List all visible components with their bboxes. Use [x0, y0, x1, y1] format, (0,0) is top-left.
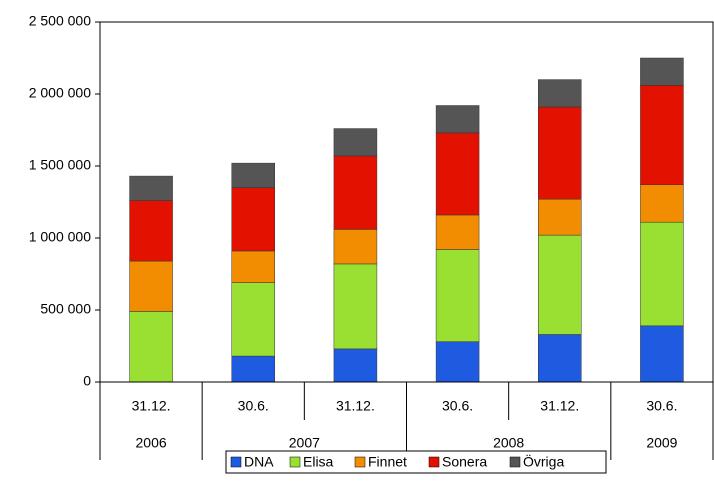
- bar-segment: [333, 263, 378, 350]
- bar-segment: [538, 234, 582, 335]
- bar-segment: [333, 155, 378, 230]
- legend-label: Övriga: [523, 453, 564, 470]
- bar-segment: [435, 214, 480, 250]
- legend-label: Finnet: [368, 454, 407, 470]
- legend-swatch: [509, 456, 521, 468]
- legend-label: DNA: [244, 454, 274, 470]
- group-label: 2008: [493, 435, 524, 451]
- x-tick-label: 31.12.: [132, 398, 171, 414]
- bar-segment: [640, 85, 684, 185]
- bar-segment: [435, 341, 480, 383]
- bar-segment: [640, 325, 684, 383]
- legend-swatch: [428, 456, 440, 468]
- bar-segment: [333, 128, 378, 157]
- bar-segment: [129, 260, 173, 312]
- x-tick-label: 30.6.: [238, 398, 269, 414]
- bar-segment: [435, 249, 480, 342]
- bar-segment: [333, 348, 378, 383]
- bar-segment: [129, 175, 173, 201]
- x-tick-label: 30.6.: [442, 398, 473, 414]
- y-tick-label: 1 000 000: [29, 229, 91, 245]
- bar-segment: [435, 132, 480, 216]
- bar-segment: [640, 184, 684, 223]
- bar-segment: [231, 355, 275, 383]
- y-tick-label: 2 500 000: [29, 13, 91, 29]
- legend-label: Elisa: [303, 454, 334, 470]
- bar-segment: [129, 200, 173, 262]
- bar-segment: [538, 198, 582, 236]
- bar-segment: [231, 162, 275, 188]
- legend-box: [225, 450, 607, 474]
- y-tick-label: 2 000 000: [29, 85, 91, 101]
- legend-swatch: [289, 456, 301, 468]
- y-tick-label: 0: [83, 373, 91, 389]
- bar-segment: [129, 311, 173, 383]
- bar-segment: [538, 79, 582, 108]
- legend-label: Sonera: [442, 454, 487, 470]
- legend-swatch: [354, 456, 366, 468]
- bar-segment: [435, 105, 480, 134]
- bar-segment: [231, 250, 275, 283]
- group-label: 2006: [136, 435, 167, 451]
- bar-segment: [231, 282, 275, 357]
- bar-segment: [538, 334, 582, 383]
- bar-segment: [231, 187, 275, 252]
- bar-segment: [538, 106, 582, 200]
- plot-border: [99, 21, 714, 383]
- x-tick-label: 31.12.: [336, 398, 375, 414]
- bar-segment: [640, 57, 684, 86]
- group-label: 2007: [289, 435, 320, 451]
- y-tick-label: 1 500 000: [29, 157, 91, 173]
- y-tick-label: 500 000: [40, 301, 91, 317]
- bar-segment: [333, 229, 378, 265]
- bar-segment: [640, 221, 684, 327]
- x-tick-label: 30.6.: [646, 398, 677, 414]
- legend-swatch: [230, 456, 242, 468]
- group-label: 2009: [646, 435, 677, 451]
- x-tick-label: 31.12.: [540, 398, 579, 414]
